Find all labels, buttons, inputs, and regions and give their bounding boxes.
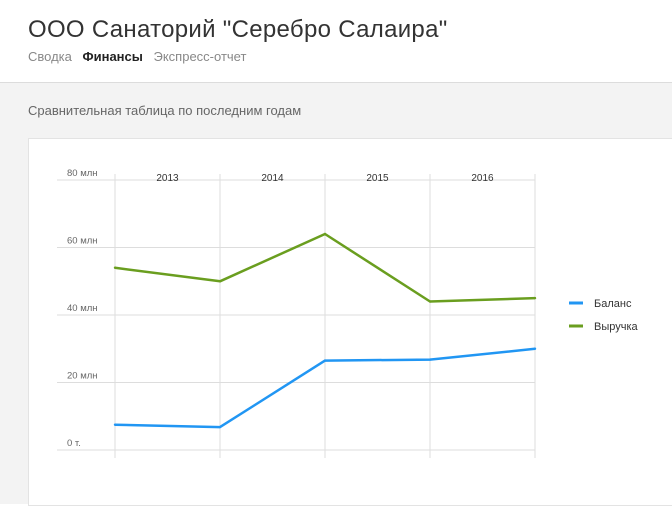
x-tick-label: 2016 — [471, 173, 494, 184]
data-point — [113, 423, 117, 426]
tab-finance[interactable]: Финансы — [82, 49, 143, 64]
data-point — [323, 359, 327, 362]
legend-label: Баланс — [594, 298, 632, 310]
data-point — [428, 358, 432, 361]
y-tick-label: 80 млн — [67, 168, 98, 179]
page-header: ООО Санаторий "Серебро Салаира" Сводка Ф… — [0, 0, 672, 83]
chart-card: 0 т. 20 млн 40 млн 60 млн 80 млн 2013 2014 2015… — [28, 138, 672, 506]
data-point — [218, 280, 222, 283]
x-tick-label: 2014 — [261, 173, 284, 184]
y-tick-label: 0 т. — [67, 438, 81, 449]
legend-label: Выручка — [594, 321, 639, 333]
y-tick-label: 40 млн — [67, 303, 98, 314]
y-tick-label: 20 млн — [67, 371, 98, 382]
data-point — [218, 425, 222, 429]
tab-express-report[interactable]: Экспресс-отчет — [153, 49, 247, 64]
data-point — [113, 266, 117, 269]
data-point — [533, 296, 537, 300]
data-point — [428, 300, 432, 303]
data-point — [533, 347, 537, 350]
section-title: Сравнительная таблица по последним годам — [28, 103, 302, 118]
comparison-chart: 0 т. 20 млн 40 млн 60 млн 80 млн 2013 2014 2015… — [57, 168, 639, 458]
x-tick-label: 2015 — [366, 173, 389, 184]
tab-summary[interactable]: Сводка — [28, 49, 72, 64]
main-content: Сравнительная таблица по последним годам… — [0, 83, 672, 506]
data-point — [323, 232, 327, 236]
x-tick-label: 2013 — [156, 173, 179, 184]
tab-bar: Сводка Финансы Экспресс-отчет — [28, 49, 253, 64]
y-tick-label: 60 млн — [67, 236, 98, 247]
company-title: ООО Санаторий "Серебро Салаира" — [28, 16, 448, 43]
